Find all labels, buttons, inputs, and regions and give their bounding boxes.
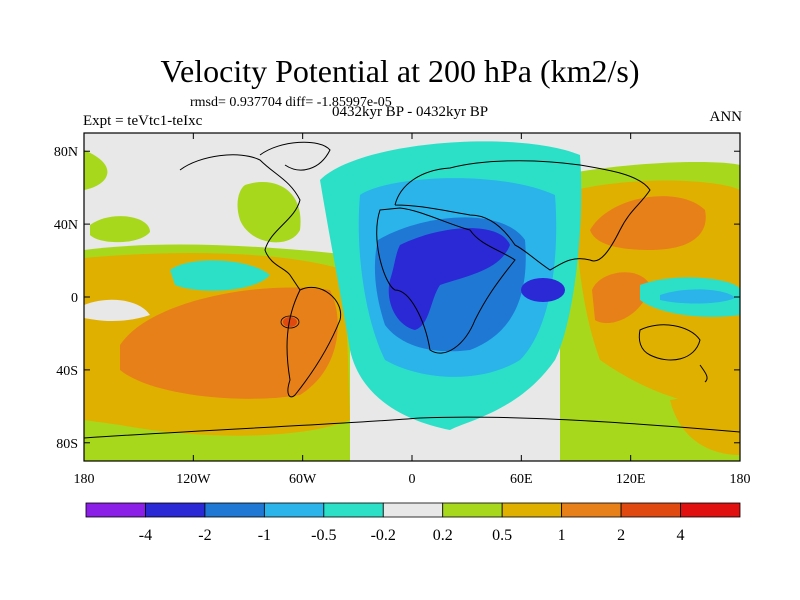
map-field — [84, 133, 740, 461]
colorbar-label: -1 — [258, 527, 271, 544]
field-orange-south-pacific — [120, 287, 338, 399]
colorbar — [85, 502, 741, 518]
field-red-spot — [283, 317, 297, 327]
y-tick-label: 40N — [54, 218, 78, 233]
colorbar-swatch — [85, 502, 146, 518]
experiment-label: Expt = teVtc1-teIxc — [83, 113, 203, 129]
field-yellow-se — [670, 396, 740, 455]
y-tick-label: 40S — [56, 364, 78, 379]
colorbar-label: 1 — [558, 527, 566, 544]
colorbar-label: -0.5 — [311, 527, 336, 544]
colorbar-label: -0.2 — [371, 527, 396, 544]
colorbar-label: -2 — [198, 527, 211, 544]
chart-title: Velocity Potential at 200 hPa (km2/s) — [160, 53, 640, 89]
field-orange-maritime — [592, 272, 650, 324]
colorbar-swatch — [145, 502, 206, 518]
y-tick-label: 80N — [54, 145, 78, 160]
field-orange-east-asia — [590, 196, 706, 250]
field-lightblue-pacific — [660, 289, 735, 304]
field-green-pacific — [90, 216, 150, 243]
x-tick-label: 120E — [616, 472, 646, 487]
colorbar-swatch — [323, 502, 384, 518]
field-white-pacific — [84, 299, 150, 322]
colorbar-swatch — [263, 502, 325, 518]
x-tick-label: 120W — [176, 472, 211, 487]
colorbar-label: -4 — [139, 527, 152, 544]
colorbar-swatch — [382, 502, 444, 518]
colorbar-swatch — [620, 502, 681, 518]
field-cyan-na — [170, 260, 270, 291]
period-label: 0432kyr BP - 0432kyr BP — [331, 104, 489, 120]
colorbar-label: 0.2 — [433, 527, 453, 544]
x-tick-label: 60E — [510, 472, 533, 487]
coastlines — [84, 141, 740, 439]
y-tick-label: 80S — [56, 437, 78, 452]
y-axis: 80N 40N 0 40S 80S — [54, 145, 740, 452]
x-axis: 180 120W 60W 0 60E 120E 180 — [74, 133, 751, 487]
colorbar-label: 4 — [677, 527, 685, 544]
colorbar-labels: -4 -2 -1 -0.5 -0.2 0.2 0.5 1 2 4 — [139, 527, 685, 544]
colorbar-swatch — [442, 502, 503, 518]
x-tick-label: 180 — [730, 472, 751, 487]
colorbar-label: 0.5 — [492, 527, 512, 544]
y-tick-label: 0 — [71, 291, 78, 306]
field-green-na — [237, 182, 301, 243]
andes-marker — [280, 315, 300, 329]
colorbar-swatch — [501, 502, 563, 518]
colorbar-label: 2 — [617, 527, 625, 544]
field-darkblue-africa — [388, 228, 510, 330]
stats-label: rmsd= 0.937704 diff= -1.85997e-05 — [190, 95, 392, 110]
colorbar-swatch — [204, 502, 265, 518]
season-label: ANN — [709, 109, 743, 125]
x-tick-label: 60W — [289, 472, 317, 487]
colorbar-swatch — [680, 502, 741, 518]
x-tick-label: 0 — [409, 472, 416, 487]
x-tick-label: 180 — [74, 472, 95, 487]
field-green-nw — [84, 150, 108, 190]
colorbar-swatch — [561, 502, 622, 518]
field-darkblue-indian — [521, 278, 565, 302]
